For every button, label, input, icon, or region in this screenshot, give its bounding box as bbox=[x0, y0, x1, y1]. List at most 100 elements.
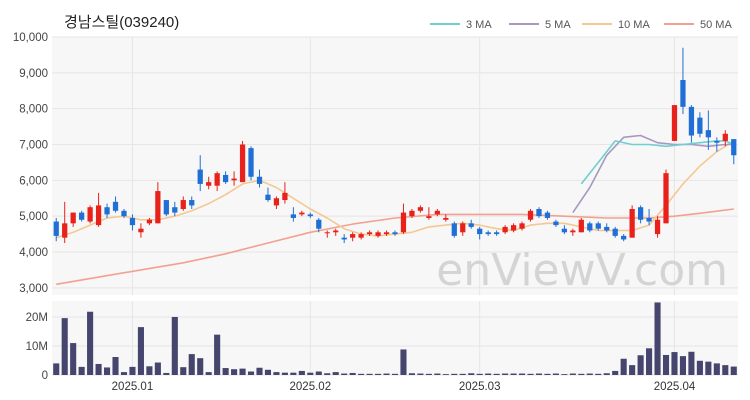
volume-bar bbox=[713, 363, 720, 375]
candle-body bbox=[231, 178, 237, 181]
candle bbox=[121, 209, 127, 218]
candle bbox=[536, 207, 542, 218]
candle bbox=[654, 216, 661, 238]
candle-body bbox=[172, 207, 178, 213]
candle-body bbox=[604, 226, 610, 231]
candle bbox=[299, 210, 305, 217]
candle bbox=[53, 217, 59, 242]
candle-body bbox=[375, 232, 381, 236]
ma5-line bbox=[572, 134, 734, 214]
candle-body bbox=[324, 232, 330, 234]
candle bbox=[290, 207, 296, 222]
volume-bar bbox=[53, 363, 60, 375]
candle bbox=[409, 209, 415, 218]
candle bbox=[70, 212, 76, 227]
candle bbox=[434, 209, 440, 217]
candle-body bbox=[248, 148, 254, 177]
volume-bar bbox=[586, 373, 593, 375]
candle bbox=[443, 214, 449, 222]
candle bbox=[494, 230, 500, 236]
candle-body bbox=[290, 214, 296, 218]
volume-bar bbox=[485, 373, 492, 375]
volume-bar bbox=[332, 372, 339, 375]
candle-body bbox=[129, 217, 136, 226]
candle bbox=[417, 205, 424, 213]
volume-tick-label: 0 bbox=[42, 370, 48, 382]
volume-bar bbox=[214, 334, 221, 375]
volume-bar bbox=[705, 361, 712, 375]
volume-bar bbox=[383, 373, 390, 375]
candle bbox=[79, 210, 85, 222]
price-tick-label: 9,000 bbox=[19, 68, 48, 80]
candle bbox=[629, 205, 635, 238]
candle bbox=[383, 230, 390, 236]
candle-body bbox=[477, 228, 483, 235]
volume-bar bbox=[366, 373, 373, 375]
volume-bar bbox=[239, 368, 246, 375]
candle bbox=[621, 234, 627, 242]
candle bbox=[366, 230, 373, 236]
ma50-line bbox=[56, 208, 734, 286]
watermark: enViewV.com bbox=[436, 245, 728, 296]
volume-bar bbox=[612, 370, 619, 375]
candle-body bbox=[544, 212, 551, 218]
candle bbox=[663, 169, 669, 224]
volume-bar bbox=[205, 372, 212, 375]
candle bbox=[341, 234, 347, 244]
volume-bar bbox=[595, 373, 602, 375]
volume-bar bbox=[468, 373, 475, 375]
candle bbox=[705, 110, 711, 150]
volume-axis: 20M 10M 0 bbox=[26, 312, 48, 382]
candle bbox=[87, 205, 93, 224]
candle bbox=[561, 225, 568, 235]
candle bbox=[510, 223, 517, 233]
candle bbox=[400, 203, 407, 235]
candle-body bbox=[663, 173, 669, 224]
volume-bar bbox=[654, 302, 661, 375]
candle-body bbox=[62, 223, 68, 238]
volume-bar bbox=[408, 373, 415, 375]
volume-series bbox=[53, 302, 737, 375]
volume-bar bbox=[603, 373, 610, 375]
date-tick-label: 2025.01 bbox=[112, 381, 154, 393]
volume-bar bbox=[561, 374, 568, 375]
candle-body bbox=[256, 176, 263, 184]
candle bbox=[358, 232, 364, 240]
volume-bar bbox=[730, 366, 737, 375]
candle-body bbox=[239, 144, 246, 183]
volume-bar bbox=[154, 362, 161, 375]
candle bbox=[468, 219, 474, 229]
candle-body bbox=[451, 223, 457, 236]
volume-tick-label: 10M bbox=[26, 341, 48, 353]
volume-bar bbox=[290, 372, 297, 375]
volume-bar bbox=[510, 373, 517, 375]
candle-body bbox=[138, 228, 144, 233]
volume-bar bbox=[256, 367, 263, 375]
candle bbox=[222, 171, 229, 184]
candle-body bbox=[155, 191, 161, 224]
candle-body bbox=[460, 223, 466, 233]
volume-bar bbox=[502, 373, 509, 375]
candle-body bbox=[494, 232, 500, 235]
volume-bar bbox=[518, 373, 526, 375]
candle bbox=[197, 155, 203, 192]
volume-bar bbox=[375, 373, 382, 375]
volume-bar bbox=[129, 366, 136, 375]
candle bbox=[104, 203, 110, 218]
candle-body bbox=[333, 230, 339, 233]
volume-bar bbox=[679, 356, 686, 375]
candle-body bbox=[680, 80, 686, 107]
candle bbox=[485, 230, 491, 236]
candle bbox=[316, 217, 322, 233]
candle bbox=[273, 196, 280, 209]
price-tick-label: 5,000 bbox=[19, 211, 48, 223]
candle bbox=[189, 196, 195, 209]
volume-tick-label: 20M bbox=[26, 312, 48, 324]
candle-body bbox=[70, 212, 76, 224]
candle bbox=[595, 221, 601, 231]
candle bbox=[714, 137, 720, 152]
candle-body bbox=[87, 207, 93, 222]
candle bbox=[637, 205, 644, 224]
candle bbox=[722, 130, 728, 147]
candle-body bbox=[468, 223, 474, 227]
